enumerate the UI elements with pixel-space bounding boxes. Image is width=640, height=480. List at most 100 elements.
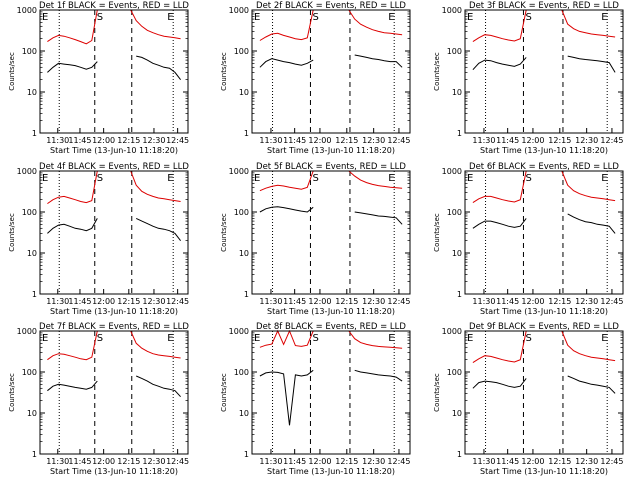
y-tick-label: 100: [22, 368, 37, 377]
y-tick-label: 10: [239, 409, 249, 418]
series-line: [259, 9, 403, 41]
x-tick-label: 11:30: [259, 297, 282, 306]
x-tick-label: 12:45: [166, 457, 189, 466]
x-tick-label: 12:00: [521, 297, 544, 306]
x-tick-label: 12:45: [166, 136, 189, 145]
x-tick-label: 11:30: [46, 136, 69, 145]
subplot-title: Det 1f BLACK = Events, RED = LLD: [39, 1, 189, 11]
y-tick-label: 100: [234, 208, 249, 217]
y-tick-label: 1000: [442, 6, 462, 15]
subplot-5: Det 5f BLACK = Events, RED = LLD 1 10 100 10…: [220, 162, 411, 316]
series-line: [259, 170, 403, 192]
series-line: [47, 217, 181, 242]
x-tick-label: 12:45: [387, 136, 410, 145]
x-tick-label: 12:00: [521, 457, 544, 466]
x-tick-label: 12:30: [142, 136, 165, 145]
y-tick-label: 100: [447, 47, 462, 56]
plot-frame: [39, 9, 189, 134]
x-tick-label: 12:15: [335, 297, 358, 306]
interval-marker: S: [525, 333, 531, 344]
interval-marker: E: [167, 173, 173, 184]
series-line: [472, 213, 616, 234]
y-axis-label: Counts/sec: [433, 52, 441, 91]
y-tick-label: 10: [239, 88, 249, 97]
y-tick-label: 1000: [229, 167, 249, 176]
subplot-1: Det 1f BLACK = Events, RED = LLD 1 10 100 10…: [8, 1, 189, 155]
series-line: [47, 170, 181, 205]
series-line: [259, 206, 403, 225]
series-line: [259, 54, 403, 68]
y-tick-label: 1000: [17, 327, 37, 336]
y-tick-label: 1: [457, 450, 462, 459]
x-tick-label: 11:45: [68, 136, 91, 145]
interval-marker: S: [312, 333, 318, 344]
interval-marker: E: [601, 12, 607, 23]
y-axis-label: Counts/sec: [220, 52, 228, 91]
series-line: [47, 55, 181, 81]
plot-frame: [39, 170, 189, 295]
x-tick-label: 12:15: [117, 297, 140, 306]
x-tick-label: 11:45: [496, 136, 519, 145]
y-tick-label: 1000: [17, 6, 37, 15]
x-tick-label: 12:00: [92, 457, 115, 466]
subplot-2: Det 2f BLACK = Events, RED = LLD 1 10 100 10…: [220, 1, 411, 155]
x-tick-label: 11:30: [472, 457, 495, 466]
interval-marker: E: [167, 12, 173, 23]
x-tick-label: 12:15: [335, 457, 358, 466]
subplot-7: Det 7f BLACK = Events, RED = LLD 1 10 100 10…: [8, 322, 189, 476]
y-tick-label: 1: [244, 450, 249, 459]
interval-marker: E: [601, 333, 607, 344]
subplot-title: Det 2f BLACK = Events, RED = LLD: [256, 1, 406, 11]
y-tick-label: 1000: [442, 167, 462, 176]
subplot-title: Det 6f BLACK = Events, RED = LLD: [469, 162, 619, 172]
series-line: [472, 55, 616, 73]
y-tick-label: 100: [22, 47, 37, 56]
interval-marker: E: [254, 173, 260, 184]
x-tick-label: 12:30: [575, 136, 598, 145]
x-tick-label: 12:45: [600, 457, 623, 466]
x-tick-label: 12:00: [521, 136, 544, 145]
x-tick-label: 12:30: [362, 136, 385, 145]
interval-marker: E: [388, 333, 394, 344]
subplot-4: Det 4f BLACK = Events, RED = LLD 1 10 100 10…: [8, 162, 189, 316]
y-tick-label: 100: [447, 208, 462, 217]
x-tick-label: 12:00: [308, 457, 331, 466]
interval-marker: E: [42, 333, 48, 344]
x-axis-label: Start Time (13-Jun-10 11:18:20): [267, 307, 395, 316]
interval-marker: E: [388, 173, 394, 184]
y-tick-label: 10: [452, 409, 462, 418]
x-tick-label: 11:30: [46, 297, 69, 306]
subplot-title: Det 4f BLACK = Events, RED = LLD: [39, 162, 189, 172]
x-tick-label: 12:00: [92, 297, 115, 306]
y-tick-label: 1: [244, 290, 249, 299]
interval-marker: S: [97, 333, 103, 344]
y-tick-label: 10: [239, 249, 249, 258]
y-tick-label: 1: [457, 129, 462, 138]
x-tick-label: 12:30: [575, 297, 598, 306]
y-tick-label: 100: [234, 368, 249, 377]
series-line: [472, 9, 616, 43]
x-tick-label: 12:00: [92, 136, 115, 145]
plot-frame: [464, 9, 624, 134]
interval-marker: E: [42, 12, 48, 23]
y-tick-label: 10: [452, 249, 462, 258]
y-tick-label: 10: [27, 409, 37, 418]
x-tick-label: 12:00: [308, 136, 331, 145]
interval-marker: E: [167, 333, 173, 344]
interval-marker: E: [254, 12, 260, 23]
x-tick-label: 11:45: [68, 297, 91, 306]
y-tick-label: 100: [234, 47, 249, 56]
x-tick-label: 12:15: [548, 297, 571, 306]
interval-marker: S: [312, 12, 318, 23]
y-tick-label: 1: [32, 129, 37, 138]
y-axis-label: Counts/sec: [220, 213, 228, 252]
subplot-3: Det 3f BLACK = Events, RED = LLD 1 10 100 10…: [433, 1, 624, 155]
series-line: [472, 170, 616, 204]
y-tick-label: 1: [32, 290, 37, 299]
series-line: [472, 375, 616, 394]
interval-marker: E: [467, 173, 473, 184]
interval-marker: E: [254, 333, 260, 344]
x-tick-label: 12:15: [548, 457, 571, 466]
series-line: [259, 329, 403, 349]
